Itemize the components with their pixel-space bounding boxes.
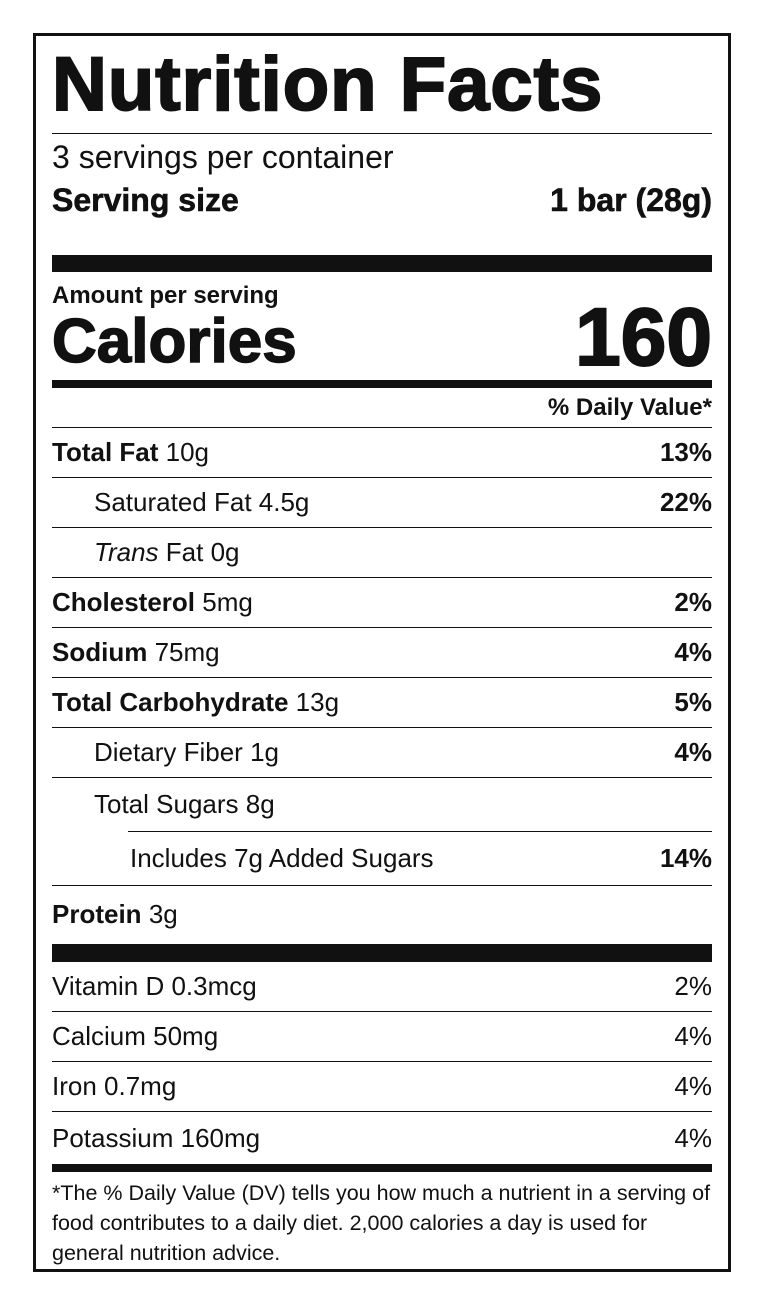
nutrient-dv: 14%: [659, 843, 712, 873]
nutrient-name: Sodium: [52, 637, 148, 667]
nutrient-dv: 4%: [674, 637, 712, 667]
vitamin-dv: 4%: [674, 1122, 712, 1153]
vitamin-row: Iron 0.7mg 4%: [52, 1062, 712, 1112]
calories-value: 160: [574, 292, 713, 383]
servings-per-container: 3 servings per container: [52, 139, 394, 175]
nutrient-dv: 5%: [674, 687, 712, 717]
nutrient-dv: 4%: [674, 737, 712, 767]
nutrient-amount: 5mg: [202, 587, 253, 617]
nutrient-row-cholesterol: Cholesterol 5mg 2%: [52, 578, 712, 628]
serving-size-row: Serving size 1 bar (28g): [52, 178, 713, 222]
nutrient-row-saturated-fat: Saturated Fat 4.5g 22%: [52, 478, 712, 528]
nutrient-name-rest: Fat: [165, 537, 204, 567]
divider-thick: [52, 944, 712, 962]
nutrient-name: Total Fat: [52, 437, 159, 467]
vitamin-label: Calcium 50mg: [52, 1021, 219, 1051]
divider-added-sugars: [128, 831, 712, 832]
vitamin-dv: 4%: [674, 1021, 712, 1051]
vitamin-row: Vitamin D 0.3mcg 2%: [52, 962, 712, 1012]
calories-label: Calories: [51, 307, 297, 376]
nutrient-row-sodium: Sodium 75mg 4%: [52, 628, 712, 678]
nutrient-amount: 13g: [295, 687, 340, 717]
footnote: *The % Daily Value (DV) tells you how mu…: [52, 1181, 711, 1265]
serving-size-value: 1 bar (28g): [550, 181, 712, 218]
nutrient-dv: 13%: [659, 437, 712, 467]
vitamin-dv: 2%: [674, 971, 712, 1001]
nutrient-name: Cholesterol: [52, 587, 196, 617]
nutrition-facts-label: Nutrition Facts 3 servings per container…: [33, 33, 731, 1272]
nutrient-row-total-sugars: Total Sugars 8g: [52, 778, 712, 831]
amount-per-serving: Amount per serving: [52, 282, 279, 309]
nutrient-dv: 2%: [674, 587, 712, 617]
nutrient-amount: 4.5g: [258, 487, 310, 517]
nutrient-name: Saturated Fat: [94, 487, 252, 517]
nutrient-name: Dietary Fiber: [94, 737, 243, 767]
divider-medium: [52, 380, 712, 388]
nutrient-name: Includes 7g Added Sugars: [130, 843, 434, 873]
vitamin-label: Potassium 160mg: [52, 1122, 261, 1153]
divider-medium: [52, 1164, 712, 1172]
nutrient-amount: 0g: [210, 537, 240, 567]
nutrient-amount: 3g: [148, 898, 178, 929]
nutrient-name: Trans: [94, 537, 159, 567]
nutrient-amount: 10g: [165, 437, 210, 467]
nutrient-row-total-fat: Total Fat 10g 13%: [52, 428, 712, 478]
nutrient-row-dietary-fiber: Dietary Fiber 1g 4%: [52, 728, 712, 778]
nutrient-dv: 22%: [659, 487, 712, 517]
nutrient-amount: 1g: [250, 737, 279, 767]
nutrient-amount: 75mg: [154, 637, 220, 667]
nutrient-name: Total Sugars: [94, 789, 239, 819]
nutrient-name: Protein: [52, 898, 142, 929]
serving-size-label: Serving size: [52, 181, 239, 218]
vitamin-dv: 4%: [674, 1071, 712, 1101]
vitamin-row: Calcium 50mg 4%: [52, 1012, 712, 1062]
nutrient-row-protein: Protein 3g: [52, 886, 712, 942]
nutrient-row-total-carbohydrate: Total Carbohydrate 13g 5%: [52, 678, 712, 728]
nutrient-name: Total Carbohydrate: [52, 687, 289, 717]
nutrient-row-trans-fat: Trans Fat 0g: [52, 528, 712, 578]
divider-thick: [52, 255, 712, 272]
nutrient-row-added-sugars: Includes 7g Added Sugars 14%: [52, 832, 712, 886]
daily-value-header: % Daily Value*: [52, 388, 712, 428]
vitamin-label: Iron 0.7mg: [52, 1071, 177, 1101]
vitamin-label: Vitamin D 0.3mcg: [52, 971, 257, 1001]
vitamin-row: Potassium 160mg 4%: [52, 1112, 712, 1164]
calories-row: Calories 160: [51, 296, 713, 380]
label-title: Nutrition Facts: [51, 36, 712, 134]
nutrient-amount: 8g: [245, 789, 275, 819]
